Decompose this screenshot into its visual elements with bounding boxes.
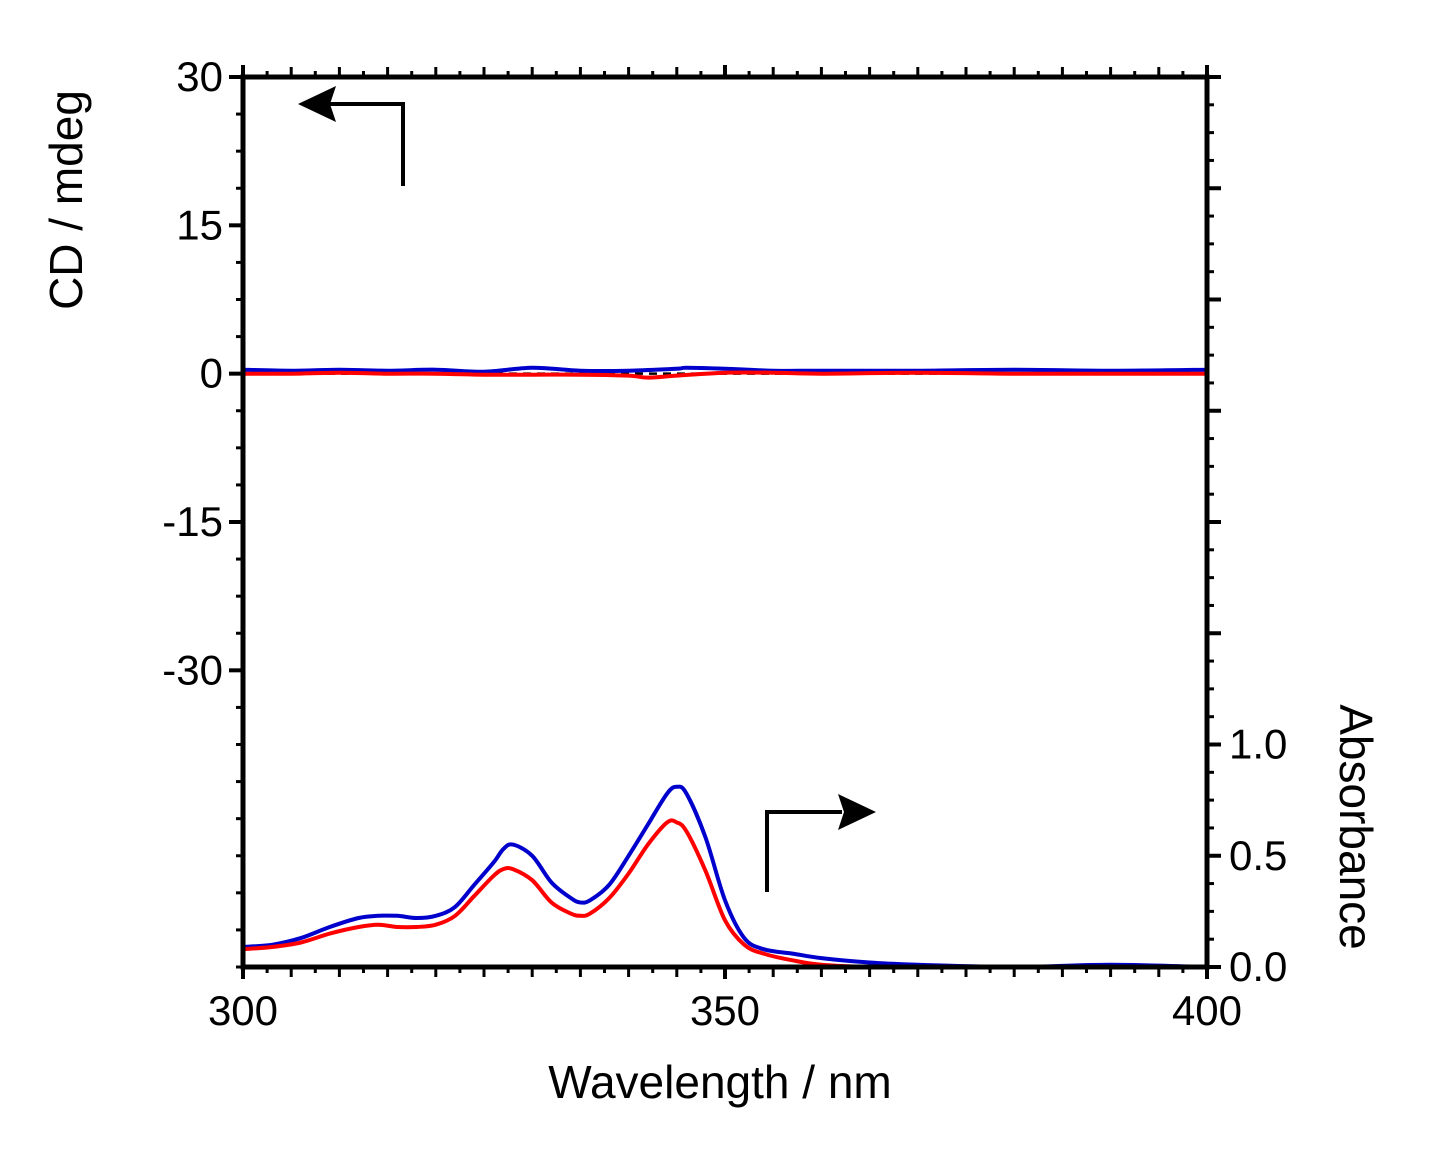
left-y-tick-label: 30 (176, 53, 223, 100)
x-tick-labels: 300 350 400 (208, 987, 1242, 1034)
cd-line-1 (242, 370, 1207, 380)
left-y-tick-labels: 30 15 0 -15 -30 (162, 53, 223, 693)
right-axis-arrow (765, 794, 876, 892)
x-tick-label: 400 (1172, 987, 1242, 1034)
minor-ticks (236, 67, 1214, 977)
data-series (242, 365, 1208, 970)
left-axis-arrow (298, 86, 405, 186)
x-tick-label: 300 (208, 987, 278, 1034)
cd-line-0 (242, 365, 1208, 374)
x-axis-title: Wavelength / nm (548, 1056, 891, 1108)
x-tick-label: 350 (690, 987, 760, 1034)
right-y-tick-label: 1.0 (1229, 721, 1287, 768)
absorbance-line-1 (242, 818, 1207, 970)
left-y-tick-label: 0 (200, 350, 223, 397)
right-y-axis-title: Absorbance (1330, 704, 1382, 950)
right-y-tick-label: 0.5 (1229, 832, 1287, 879)
left-y-tick-label: -30 (162, 646, 223, 693)
left-y-tick-label: 15 (176, 201, 223, 248)
right-y-tick-label: 0.0 (1229, 943, 1287, 990)
left-y-axis-title: CD / mdeg (40, 90, 92, 310)
right-y-tick-labels: 1.0 0.5 0.0 (1229, 721, 1287, 991)
major-ticks (229, 65, 1221, 979)
absorbance-line-0 (242, 784, 1208, 970)
left-y-tick-label: -15 (162, 498, 223, 545)
plot-frame (240, 74, 1210, 970)
